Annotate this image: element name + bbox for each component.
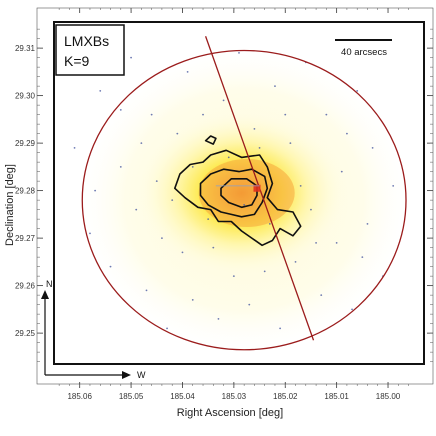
source-point [356,89,359,92]
source-point [263,270,266,273]
x-tick-label: 185.04 [170,392,195,401]
density-peak-region [198,159,295,227]
y-tick-label: 29.30 [15,92,36,101]
legend-line-2: K=9 [64,53,90,69]
source-point [99,89,102,92]
source-point [294,260,297,263]
contour-level-3 [220,178,258,209]
y-tick-label: 29.31 [15,44,36,53]
source-point [268,222,271,225]
overlays [81,36,407,351]
source-point [325,113,328,116]
source-point [212,246,215,249]
source-point [166,327,168,330]
source-point [392,184,395,187]
x-axis-ticks: 185.06 185.05 185.04 185.03 185.02 185.01 185.… [58,8,409,401]
contour-level-2 [199,168,269,218]
source-point [222,99,225,102]
source-point [150,113,153,116]
source-point [186,70,189,73]
outer-border [36,7,434,385]
source-point [181,251,184,254]
compass-west-label: W [137,370,146,380]
source-point [109,265,112,268]
x-tick-label: 185.02 [273,392,298,401]
source-point [161,237,163,240]
source-point [284,113,287,116]
density-contours [174,135,302,247]
source-point [253,127,256,130]
west-arrow-icon [122,371,131,379]
source-point [274,85,276,88]
source-point [119,108,122,111]
y-axis-ticks: 29.25 29.26 29.27 29.28 29.29 29.30 29.31 [15,28,433,362]
source-point [340,170,343,173]
source-point [73,146,76,149]
source-point [310,208,312,211]
y-tick-label: 29.29 [15,139,36,148]
source-point [227,156,230,159]
compass-north-label: N [46,279,53,289]
source-point [130,56,132,59]
north-arrow-icon [41,290,49,299]
x-tick-label: 185.01 [324,392,349,401]
source-point [232,275,235,278]
source-point [207,218,210,221]
source-point [258,146,261,149]
source-point [145,289,148,292]
source-point [351,308,353,311]
contour-level-1 [174,149,302,247]
source-point [135,208,138,211]
scale-bar: 40 arcsecs [335,39,392,58]
source-point [94,189,97,192]
source-point [346,132,348,135]
source-point [371,146,374,149]
source-point [176,132,179,135]
source-point [335,241,338,244]
source-point [279,327,282,330]
x-tick-label: 185.00 [376,392,401,401]
y-tick-label: 29.28 [15,187,36,196]
x-tick-label: 185.05 [119,392,144,401]
source-point [191,298,194,301]
source-point [238,51,240,54]
contour-level-1 [204,135,217,145]
x-tick-label: 185.03 [222,392,247,401]
legend-line-1: LMXBs [64,33,109,49]
compass: N W [41,279,146,380]
scale-bar-label: 40 arcsecs [341,47,387,58]
source-point [320,294,323,297]
density-map [74,43,415,358]
peak-marker [253,184,261,192]
source-point [191,165,194,168]
source-point [202,113,204,116]
y-axis-label: Declination [deg] [4,164,16,246]
source-point [366,222,369,225]
source-point [248,303,251,306]
source-point [315,241,317,244]
point-sources [73,51,395,330]
y-tick-label: 29.26 [15,282,36,291]
source-point [155,180,158,183]
outer-frame [36,7,434,385]
source-point [299,184,302,187]
source-point [140,142,143,145]
source-point [243,203,246,206]
legend-box: LMXBs K=9 [55,24,125,76]
x-tick-label: 185.06 [67,392,92,401]
y-tick-label: 29.27 [15,234,36,243]
source-point [289,142,292,145]
search-circle [81,49,407,351]
plot-frame [53,21,425,365]
source-point [89,232,91,235]
y-tick-label: 29.25 [15,329,36,338]
x-axis-label: Right Ascension [deg] [177,407,283,419]
source-point [361,256,364,259]
source-point [171,199,174,202]
source-point [217,317,220,320]
source-point [119,165,122,168]
